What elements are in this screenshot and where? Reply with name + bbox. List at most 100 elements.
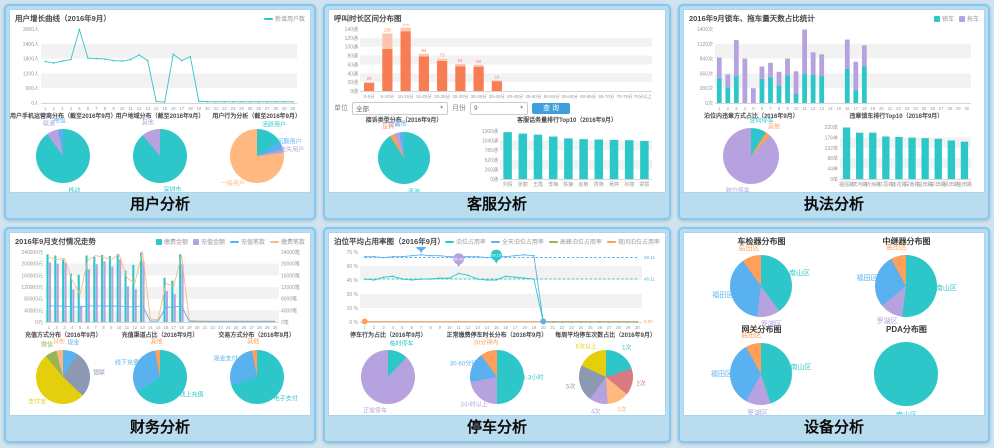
svg-text:60 %: 60 % — [347, 264, 359, 270]
svg-text:45-50分: 45-50分 — [525, 93, 542, 100]
legend-item[interactable]: 缴费金额 — [155, 237, 188, 246]
svg-text:19: 19 — [197, 106, 202, 111]
legend-item[interactable]: 新增用户数 — [264, 14, 305, 23]
pie-slice-label: 罗湖区 — [876, 317, 898, 325]
pie-slice-label: 支付宝 — [28, 399, 47, 406]
pie-detector-chart[interactable]: 南山区 罗湖区 福田区 盐田区 — [689, 245, 834, 329]
legend-item[interactable]: 拖车 — [958, 14, 979, 23]
pie-parking-duration-chart[interactable]: 1-3小时 3小时以上 30-60分钟 30分钟内 — [443, 341, 552, 412]
pie-repeater-chart[interactable]: 南山区 罗湖区 福田区 盐田区 — [834, 244, 979, 325]
legend-item[interactable]: 全天泊位占用率 — [490, 237, 544, 246]
svg-text:20通: 20通 — [347, 79, 358, 86]
pie-recharge-method-chart[interactable]: 现金 银联 支付宝 微信 其他 — [15, 339, 112, 412]
svg-text:24: 24 — [913, 106, 918, 111]
svg-text:140通: 140通 — [345, 26, 358, 33]
call-dist-chart[interactable]: 140通 120通 100通 80通 60通 40通 20通 0通 0-5分 5-10分 10-15… — [334, 24, 660, 100]
pie-slice-label: 2次 — [636, 381, 646, 388]
user-growth-chart[interactable]: 3000人 2400人 1800人 1200人 600人 0人 1 2 3 4 5 6 7 8 9 10 11 1… — [15, 24, 305, 112]
pie-slice-label: 其他 — [394, 121, 407, 128]
legend-item[interactable]: 泊位占用率 — [444, 237, 486, 246]
pie-recharge-channel-chart[interactable]: 线上充值 线下充值 其他 — [112, 339, 209, 412]
panel-users: 用户增长曲线（2016年9月） 新增用户数 3000人 2400人 1800人 120… — [4, 4, 317, 220]
legend-item[interactable]: 充值金额 — [192, 237, 225, 246]
enforce-stacked-chart[interactable]: 1400次 1120次 840次 560次 280次 0次 1 2 3 4 5 6 7 8 9 10 11 12 1… — [689, 24, 979, 112]
complaint-pie-chart[interactable]: 咨询 投诉 建议 其他 — [334, 121, 474, 192]
svg-text:0 %: 0 % — [349, 320, 358, 326]
pie-slice-label: 微信 — [41, 342, 54, 349]
month-label: 月份 — [452, 105, 467, 112]
svg-text:15: 15 — [156, 325, 161, 330]
svg-text:22: 22 — [222, 106, 227, 111]
svg-text:2: 2 — [727, 106, 730, 111]
pie-region-chart[interactable]: 深圳市 其他 — [112, 120, 209, 192]
svg-text:21: 21 — [888, 106, 893, 111]
svg-text:11: 11 — [125, 325, 130, 330]
svg-text:75 %: 75 % — [347, 250, 359, 256]
panel-devices-caption: 设备分析 — [803, 419, 864, 436]
svg-text:6: 6 — [87, 106, 90, 111]
pie-slice-label: 盐田区 — [738, 244, 760, 252]
unit-select[interactable]: 全部 ▼ — [352, 101, 449, 115]
svg-text:29: 29 — [626, 325, 631, 330]
pie-parking-frequency-chart[interactable]: 1次 2次 3次 4次 5次 6次以上 — [551, 341, 660, 415]
svg-text:5: 5 — [401, 325, 404, 330]
chevron-down-icon: ▼ — [439, 105, 445, 111]
svg-text:65-70分: 65-70分 — [598, 93, 615, 100]
pie-parking-frequency: 每周平均停车次数占比（2016年9月） 1次 2次 3次 4次 5次 6次以上 — [551, 331, 660, 415]
pie-slice-label: 银联 — [93, 370, 106, 377]
svg-text:61: 61 — [458, 58, 463, 63]
svg-text:30: 30 — [290, 106, 295, 111]
svg-text:50-55分: 50-55分 — [544, 93, 561, 100]
pie-carrier-chart[interactable]: 移动 联通 电信 — [15, 118, 112, 192]
legend-item[interactable]: 缴费笔数 — [270, 237, 305, 246]
svg-text:45 %: 45 % — [347, 278, 359, 284]
legend-item[interactable]: 充值笔数 — [230, 237, 265, 246]
pie-slice-label: 流失用户 — [280, 147, 305, 154]
legend-item[interactable]: 夜间泊位占用率 — [606, 237, 660, 246]
pie-pda-chart[interactable]: 南山区 — [834, 335, 979, 415]
legend-item[interactable]: 锁车 — [933, 14, 954, 23]
svg-text:18: 18 — [862, 106, 867, 111]
query-button[interactable]: 查 询 — [532, 102, 570, 114]
svg-text:1800人: 1800人 — [23, 57, 39, 63]
panel-users-caption: 用户分析 — [130, 196, 191, 213]
svg-text:25: 25 — [248, 106, 253, 111]
svg-text:40-45分: 40-45分 — [507, 93, 524, 100]
service-top10-chart[interactable]: 1300通 1040通 780通 520通 260通 0通 刘倩 张丽 王霞 李梅 陈静 赵敏 周艳 吴婷… — [474, 126, 660, 188]
svg-text:4: 4 — [71, 325, 74, 330]
svg-text:30: 30 — [273, 325, 278, 330]
svg-text:0元: 0元 — [35, 320, 43, 326]
enforce-top10-chart[interactable]: 220单 176单 132单 88单 44单 0单 福强路 滨河路 新洲路 红荔路 莲花路 深南路 益田… — [814, 122, 979, 188]
svg-text:19: 19 — [187, 325, 192, 330]
svg-text:23: 23 — [905, 106, 910, 111]
occupancy-chart[interactable]: 75 % 60 % 45 % 30 % 15 % 0 % 1 2 3 4 5 6 7 8 9 10 11 12 13… — [334, 247, 660, 331]
svg-text:5-10分: 5-10分 — [381, 93, 395, 100]
svg-text:12: 12 — [466, 325, 471, 330]
svg-text:22: 22 — [210, 325, 215, 330]
svg-text:520通: 520通 — [485, 157, 498, 164]
svg-text:1040通: 1040通 — [482, 138, 498, 145]
pie-transaction-chart[interactable]: 电子支付 现金支付 其他 — [208, 339, 305, 412]
svg-text:80000元: 80000元 — [24, 297, 43, 303]
svg-text:260通: 260通 — [485, 166, 498, 173]
violation-pie-chart[interactable]: 逆向停车 其他 跨位停车 — [689, 119, 814, 192]
svg-text:6: 6 — [761, 106, 764, 111]
enforce-stacked-legend: 锁车 拖车 — [933, 14, 979, 23]
pie-parking-behavior-chart[interactable]: 临时停车 正常停车 — [334, 341, 443, 415]
svg-text:21: 21 — [203, 325, 208, 330]
panel-service: 呼叫时长区间分布图 140通 120通 100通 80通 60通 40通 20通 0通 0-5分… — [323, 4, 671, 220]
month-select[interactable]: 9 ▼ — [470, 101, 529, 115]
svg-text:70-75分: 70-75分 — [617, 93, 634, 100]
pie-gateway-chart[interactable]: 南山区 罗湖区 福田区 盐田区 — [689, 332, 834, 415]
panel-finance: 2016年9月支付情况走势 缴费金额 充值金额 充值笔数 缴费笔数 240000元 20… — [4, 227, 317, 443]
pie-behavior-chart[interactable]: 活跃用户 沉默用户 流失用户 一般用户 — [208, 122, 305, 189]
svg-text:16: 16 — [164, 325, 169, 330]
legend-item[interactable]: 高峰泊位占用率 — [548, 237, 602, 246]
pay-trend-chart[interactable]: 240000元 200000元 160000元 120000元 80000元 40000元… — [15, 247, 305, 331]
svg-text:120通: 120通 — [345, 35, 358, 42]
pie-slice-label: 30分钟内 — [473, 340, 499, 347]
svg-text:27: 27 — [249, 325, 254, 330]
svg-text:0次: 0次 — [705, 100, 713, 107]
panel-devices: 车检器分布图 南山区 罗湖区 福田区 盐田区 中继器分布图 南山区 罗湖区 福田区 盐田区 … — [677, 227, 990, 443]
pie-slice-label: 移动 — [68, 188, 81, 193]
